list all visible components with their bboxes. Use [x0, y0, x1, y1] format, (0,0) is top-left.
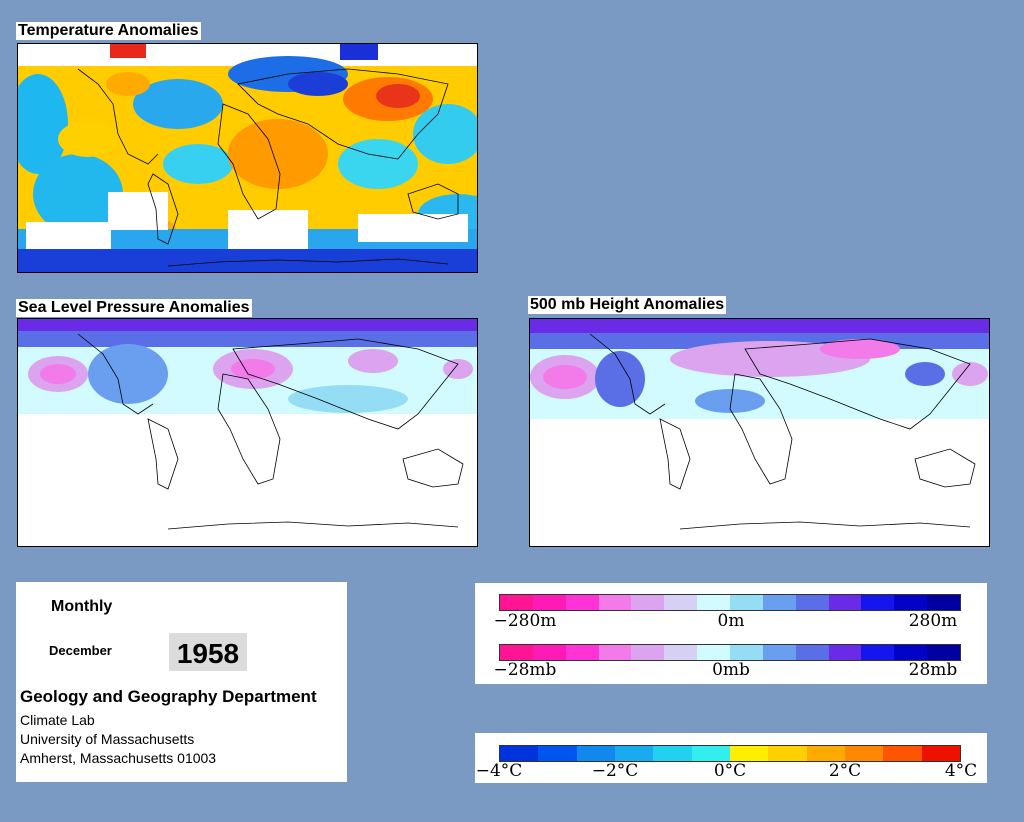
- year-display: 1958: [169, 633, 247, 671]
- height-scale-swatch-9: [762, 595, 796, 610]
- month-label: December: [49, 643, 112, 658]
- temperature-tick-2: −2°C: [591, 761, 639, 781]
- temperature-scale-swatch-1: [500, 746, 539, 761]
- height-min-label: −280m: [493, 611, 557, 631]
- pressure-max-label: 28mb: [908, 660, 958, 680]
- pressure-scale-swatch-12: [861, 645, 895, 660]
- temperature-scale-swatch-4: [614, 746, 654, 761]
- pressure-scale-swatch-2: [532, 645, 566, 660]
- height-scale-swatch-11: [828, 595, 862, 610]
- height-scale-swatch-3: [565, 595, 599, 610]
- pressure-min-label: −28mb: [493, 660, 557, 680]
- pressure-scale-swatch-14: [927, 645, 961, 660]
- temperature-tick-5: 4°C: [944, 761, 978, 781]
- pressure-scale-swatch-4: [598, 645, 632, 660]
- temperature-scale-swatch-11: [883, 746, 922, 761]
- info-panel: Monthly December 1958 Geology and Geogra…: [16, 582, 347, 782]
- pressure-scale-swatch-7: [697, 645, 731, 660]
- height-mid-label: 0m: [717, 611, 745, 631]
- height-scale-swatch-4: [598, 595, 632, 610]
- height-color-bar: [499, 594, 961, 611]
- height-scale-swatch-6: [664, 595, 698, 610]
- pressure-color-bar: [499, 644, 961, 661]
- height-scale-swatch-10: [795, 595, 829, 610]
- temperature-color-bar: [499, 745, 961, 762]
- height-max-label: 280m: [908, 611, 958, 631]
- temperature-tick-4: 2°C: [828, 761, 862, 781]
- height-anomaly-map: [529, 318, 990, 547]
- temperature-scale-swatch-3: [576, 746, 615, 761]
- temperature-scale-swatch-2: [538, 746, 577, 761]
- temperature-scale-swatch-12: [921, 746, 960, 761]
- pressure-scale-swatch-10: [795, 645, 829, 660]
- temperature-scale-swatch-7: [729, 746, 769, 761]
- pressure-scale-swatch-8: [730, 645, 763, 660]
- pressure-scale-swatch-1: [500, 645, 533, 660]
- height-scale-swatch-1: [500, 595, 533, 610]
- temperature-scale-swatch-6: [691, 746, 730, 761]
- pressure-scale-swatch-11: [828, 645, 862, 660]
- temperature-tick-3: 0°C: [713, 761, 747, 781]
- period-label: Monthly: [51, 598, 113, 615]
- lab-name: Climate Lab: [20, 712, 95, 728]
- temperature-map-title: Temperature Anomalies: [16, 22, 201, 40]
- temperature-legend: −4°C −2°C 0°C 2°C 4°C: [475, 733, 987, 783]
- temperature-scale-swatch-10: [844, 746, 884, 761]
- height-scale-swatch-13: [894, 595, 928, 610]
- pressure-scale-swatch-3: [565, 645, 599, 660]
- pressure-scale-swatch-13: [894, 645, 928, 660]
- pressure-scale-swatch-5: [631, 645, 665, 660]
- university-name: University of Massachusetts: [20, 731, 195, 747]
- height-scale-swatch-12: [861, 595, 895, 610]
- height-map-title: 500 mb Height Anomalies: [528, 296, 727, 314]
- height-scale-swatch-8: [730, 595, 763, 610]
- temperature-scale-swatch-8: [768, 746, 807, 761]
- temperature-anomaly-map: [17, 43, 478, 273]
- department-name: Geology and Geography Department: [20, 687, 317, 706]
- temperature-tick-1: −4°C: [475, 761, 523, 781]
- pressure-mid-label: 0mb: [712, 660, 750, 680]
- height-scale-swatch-5: [631, 595, 665, 610]
- pressure-anomaly-map: [17, 318, 478, 547]
- height-scale-swatch-7: [697, 595, 731, 610]
- pressure-scale-swatch-9: [762, 645, 796, 660]
- pressure-height-legend: −280m 0m 280m −28mb 0mb 28mb: [475, 583, 987, 684]
- temperature-scale-swatch-5: [653, 746, 692, 761]
- height-scale-swatch-14: [927, 595, 961, 610]
- address: Amherst, Massachusetts 01003: [20, 750, 217, 766]
- pressure-map-title: Sea Level Pressure Anomalies: [16, 299, 252, 317]
- temperature-scale-swatch-9: [806, 746, 845, 761]
- height-scale-swatch-2: [532, 595, 566, 610]
- pressure-scale-swatch-6: [664, 645, 698, 660]
